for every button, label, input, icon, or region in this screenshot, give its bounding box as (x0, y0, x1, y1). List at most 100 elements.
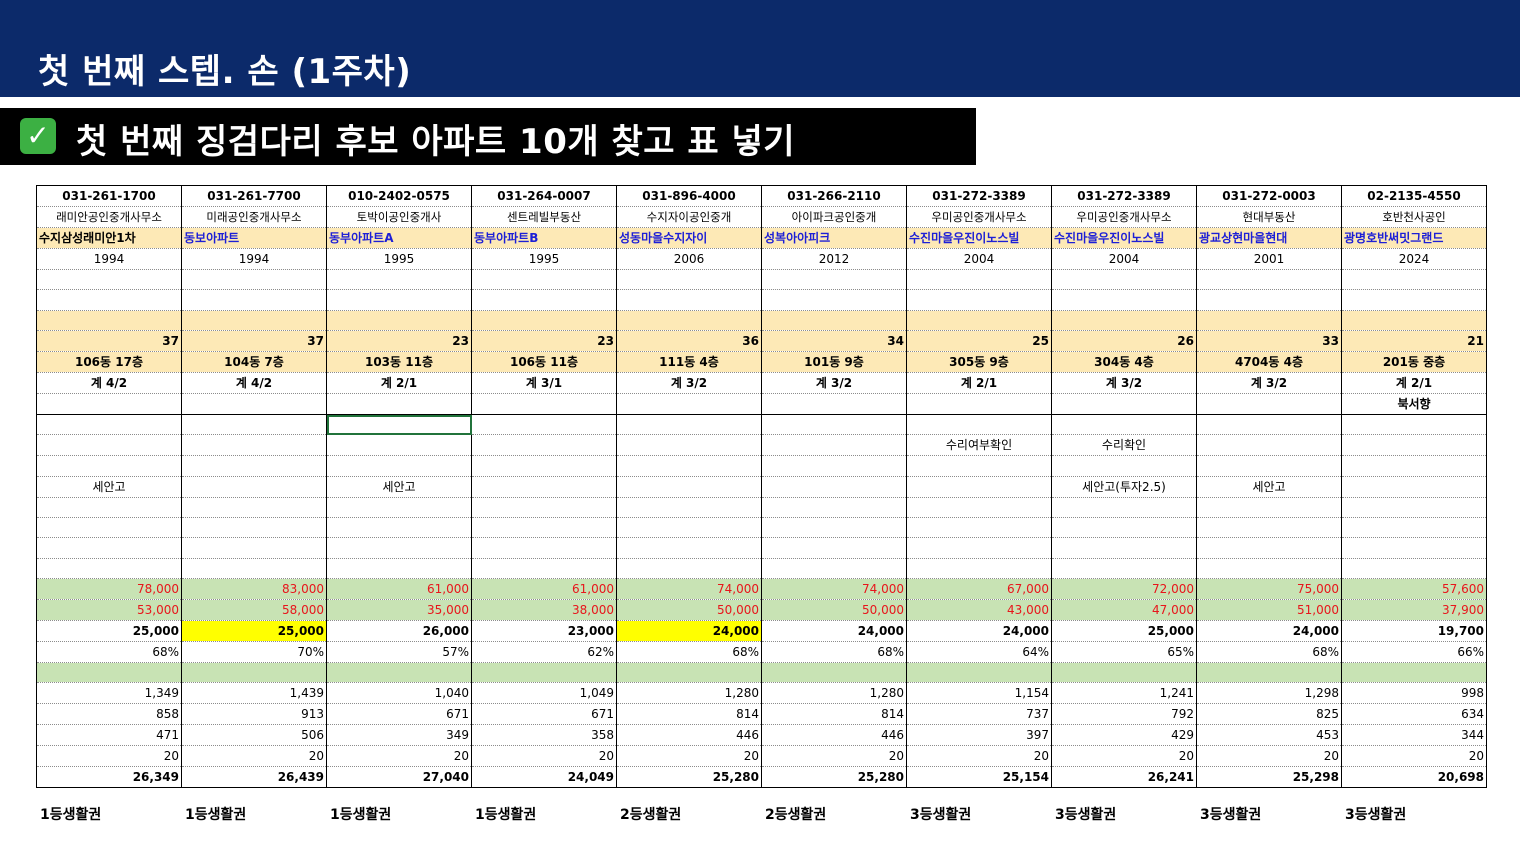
cell[interactable]: 78,000 (36, 578, 182, 601)
cell[interactable] (326, 269, 472, 291)
cell[interactable] (1051, 517, 1197, 539)
cell[interactable] (36, 497, 182, 519)
cell[interactable]: 20,698 (1341, 766, 1487, 789)
cell[interactable]: 031-272-3389 (1051, 185, 1197, 207)
cell[interactable]: 37,900 (1341, 599, 1487, 622)
cell[interactable]: 20 (1341, 745, 1487, 768)
cell[interactable] (1051, 455, 1197, 477)
cell[interactable] (36, 269, 182, 291)
cell[interactable]: 34 (761, 330, 907, 353)
cell[interactable]: 북서향 (1341, 393, 1487, 416)
cell[interactable]: 74,000 (761, 578, 907, 601)
cell[interactable]: 453 (1196, 724, 1342, 747)
cell[interactable] (181, 455, 327, 477)
cell[interactable] (471, 558, 617, 580)
cell[interactable] (1051, 393, 1197, 416)
cell[interactable]: 세안고(투자2.5) (1051, 476, 1197, 498)
cell[interactable] (1196, 517, 1342, 539)
cell[interactable] (761, 476, 907, 498)
cell[interactable] (471, 310, 617, 332)
cell[interactable]: 031-261-7700 (181, 185, 327, 207)
cell[interactable] (471, 476, 617, 498)
cell[interactable] (181, 476, 327, 498)
cell[interactable]: 4704동 4층 (1196, 351, 1342, 374)
cell[interactable] (1196, 393, 1342, 416)
cell[interactable] (1341, 497, 1487, 519)
cell[interactable]: 26,439 (181, 766, 327, 789)
cell[interactable] (1051, 497, 1197, 519)
cell[interactable]: 66% (1341, 641, 1487, 664)
cell[interactable] (326, 414, 472, 436)
cell[interactable] (471, 414, 617, 436)
cell[interactable]: 43,000 (906, 599, 1052, 622)
cell[interactable]: 20 (181, 745, 327, 768)
cell[interactable] (761, 310, 907, 332)
cell[interactable] (181, 662, 327, 684)
cell[interactable] (616, 517, 762, 539)
cell[interactable]: 106동 11층 (471, 351, 617, 374)
cell[interactable]: 61,000 (326, 578, 472, 601)
cell[interactable] (906, 662, 1052, 684)
cell[interactable]: 세안고 (326, 476, 472, 498)
cell[interactable] (471, 497, 617, 519)
cell[interactable]: 103동 11층 (326, 351, 472, 374)
cell[interactable] (181, 497, 327, 519)
cell[interactable]: 2006 (616, 248, 762, 270)
cell[interactable]: 64% (906, 641, 1052, 664)
cell[interactable] (906, 269, 1052, 291)
cell[interactable]: 74,000 (616, 578, 762, 601)
cell[interactable] (181, 558, 327, 580)
cell[interactable]: 동보아파트 (181, 227, 327, 249)
cell[interactable] (471, 537, 617, 559)
cell[interactable] (761, 497, 907, 519)
cell[interactable] (1341, 289, 1487, 311)
cell[interactable] (761, 662, 907, 684)
cell[interactable] (36, 414, 182, 436)
cell[interactable] (1051, 537, 1197, 559)
cell[interactable] (471, 662, 617, 684)
cell[interactable]: 858 (36, 703, 182, 726)
cell[interactable] (616, 414, 762, 436)
cell[interactable] (1341, 537, 1487, 559)
cell[interactable]: 20 (1196, 745, 1342, 768)
cell[interactable] (471, 455, 617, 477)
cell[interactable]: 센트레빌부동산 (471, 206, 617, 228)
cell[interactable]: 106동 17층 (36, 351, 182, 374)
cell[interactable] (471, 393, 617, 416)
cell[interactable]: 446 (616, 724, 762, 747)
cell[interactable]: 성복아아피크 (761, 227, 907, 249)
cell[interactable] (616, 434, 762, 457)
cell[interactable]: 광명호반써밋그랜드 (1341, 227, 1487, 249)
cell[interactable] (326, 497, 472, 519)
cell[interactable] (181, 434, 327, 457)
cell[interactable]: 23,000 (471, 620, 617, 643)
cell[interactable] (761, 537, 907, 559)
cell[interactable] (906, 393, 1052, 416)
cell[interactable]: 20 (36, 745, 182, 768)
cell[interactable] (326, 455, 472, 477)
cell[interactable]: 계 3/2 (616, 372, 762, 395)
cell[interactable] (616, 537, 762, 559)
cell[interactable]: 계 3/2 (1196, 372, 1342, 395)
cell[interactable]: 동부아파트A (326, 227, 472, 249)
cell[interactable]: 1995 (471, 248, 617, 270)
cell[interactable]: 1,049 (471, 682, 617, 705)
cell[interactable]: 50,000 (616, 599, 762, 622)
cell[interactable]: 68% (616, 641, 762, 664)
cell[interactable] (616, 289, 762, 311)
cell[interactable]: 수지삼성래미안1차 (36, 227, 182, 249)
cell[interactable] (761, 393, 907, 416)
cell[interactable] (326, 310, 472, 332)
cell[interactable] (761, 558, 907, 580)
cell[interactable]: 634 (1341, 703, 1487, 726)
cell[interactable]: 26,241 (1051, 766, 1197, 789)
cell[interactable]: 1,439 (181, 682, 327, 705)
cell[interactable]: 471 (36, 724, 182, 747)
cell[interactable]: 현대부동산 (1196, 206, 1342, 228)
cell[interactable]: 23 (471, 330, 617, 353)
cell[interactable] (181, 517, 327, 539)
cell[interactable]: 1994 (36, 248, 182, 270)
cell[interactable]: 2024 (1341, 248, 1487, 270)
cell[interactable]: 계 2/1 (906, 372, 1052, 395)
cell[interactable]: 51,000 (1196, 599, 1342, 622)
